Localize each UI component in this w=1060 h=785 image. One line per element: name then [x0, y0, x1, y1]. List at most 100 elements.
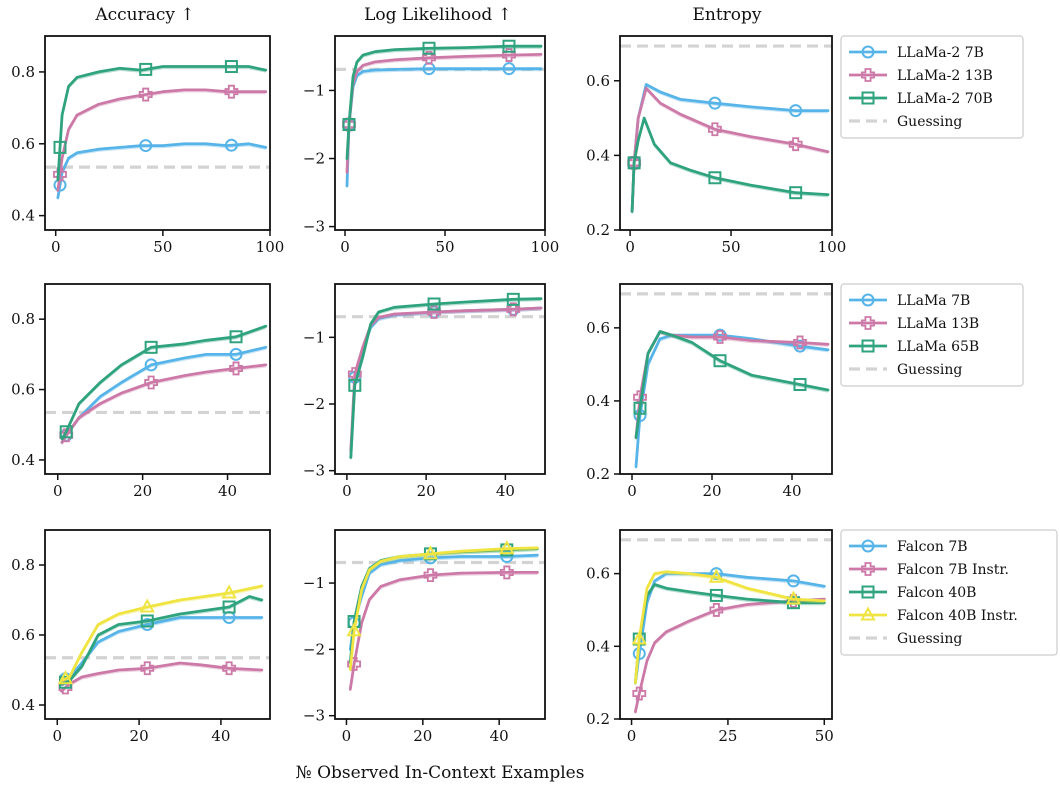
marker-llama-2-70b	[53, 140, 67, 154]
marker-llama-2-13b	[53, 167, 67, 182]
marker-llama-2-70b	[789, 186, 803, 200]
axes-frame	[44, 529, 271, 720]
raw-trace-llama-7b	[350, 309, 542, 460]
legend-entry-falcon-40b-instr: Falcon 40B Instr.	[849, 606, 1018, 624]
marker-llama-2-7b	[502, 62, 516, 76]
legend-marker	[860, 606, 876, 621]
column-title-accuracy: Accuracy ↑	[94, 5, 194, 25]
column-titles: Accuracy ↑ Log Likelihood ↑ Entropy	[94, 5, 762, 25]
legend-row-3: Falcon 7B Falcon 7B Instr. Falcon 40B Falco…	[840, 529, 1058, 656]
marker-falcon-7b-instr	[632, 686, 647, 701]
marker-llama-65b	[348, 378, 362, 392]
y-tick-label: 0.2	[586, 465, 610, 483]
marker-falcon-40b-instr	[57, 670, 74, 685]
series-llama-65b	[59, 324, 268, 442]
marker-llama-13b	[229, 361, 243, 376]
legend-marker	[861, 91, 875, 105]
column-title-log-likelihood: Log Likelihood ↑	[364, 5, 512, 25]
legend-entry-falcon-7b-instr: Falcon 7B Instr.	[849, 562, 1009, 578]
legend-entry-llama-65b: LLaMa 65B	[849, 339, 979, 355]
marker-falcon-40b-instr	[221, 584, 237, 599]
legend-entry-guessing: Guessing	[849, 114, 962, 130]
y-tick-label: 0.6	[11, 135, 35, 153]
y-tick-label: −2	[303, 640, 325, 658]
axes-frame	[334, 35, 546, 231]
marker-falcon-7b-instr	[140, 661, 155, 676]
marker-llama-2-70b	[422, 41, 436, 55]
raw-trace-falcon-7b-instr	[349, 573, 538, 692]
y-tick-label: −3	[303, 218, 325, 236]
marker-falcon-40b	[140, 614, 154, 628]
panel-log-likelihood-row-3: 0 20 40 −3 −2 −1	[303, 529, 546, 745]
raw-trace-llama-7b	[635, 336, 829, 469]
marker-llama-2-7b	[789, 104, 803, 118]
x-tick-label: 50	[722, 238, 741, 256]
y-tick-label: 0.2	[586, 221, 610, 239]
panel-entropy-row-2: 0 20 40 0.2 0.4 0.6	[586, 283, 833, 500]
line-falcon-7b-instr	[60, 661, 264, 693]
marker-falcon-7b-instr	[709, 603, 724, 617]
marker-llama-2-13b	[138, 87, 153, 102]
marker-llama-65b	[59, 425, 73, 439]
marker-falcon-40b-instr	[785, 590, 802, 605]
raw-trace-llama-65b	[635, 332, 829, 440]
marker-llama-2-70b	[627, 156, 641, 170]
line-falcon-7b-instr	[348, 571, 539, 691]
legend-marker	[861, 316, 875, 330]
marker-llama-65b	[793, 377, 807, 391]
y-tick-label: 0.6	[11, 626, 35, 644]
x-tick-label: 40	[496, 482, 515, 500]
line-falcon-7b-instr	[634, 597, 826, 714]
marker-falcon-7b-instr	[499, 565, 514, 580]
x-tick-label: 0	[625, 238, 635, 256]
marker-llama-2-7b	[224, 138, 238, 152]
marker-llama-13b	[713, 330, 727, 344]
legend-entry-llama-13b: LLaMa 13B	[849, 316, 979, 332]
line-falcon-40b	[60, 595, 264, 686]
marker-llama-2-70b	[139, 62, 153, 76]
legend-entry-llama-2-13b: LLaMa-2 13B	[849, 68, 993, 84]
x-tick-label: 40	[490, 727, 509, 745]
raw-trace-llama-2-7b	[57, 145, 266, 200]
legend-box	[840, 35, 1024, 139]
x-tick-label: 20	[417, 482, 436, 500]
y-tick-label: 0.4	[586, 637, 610, 655]
x-tick-label: 0	[627, 482, 637, 500]
line-llama-13b	[349, 306, 543, 453]
legend-label: LLaMa-2 70B	[897, 91, 993, 107]
marker-llama-7b	[793, 339, 807, 353]
legend-label: Guessing	[897, 114, 962, 130]
y-tick-label: 0.4	[586, 146, 610, 164]
marker-llama-2-13b	[707, 122, 722, 137]
series-llama-2-7b	[53, 138, 268, 200]
line-llama-65b	[634, 330, 830, 439]
x-tick-label: 0	[342, 727, 352, 745]
marker-falcon-40b	[222, 600, 236, 614]
marker-llama-2-70b	[224, 60, 238, 74]
legend-label: Falcon 7B	[897, 539, 968, 555]
legend-label: Falcon 7B Instr.	[897, 562, 1009, 578]
legend-box	[840, 283, 1024, 387]
legend-entry-guessing: Guessing	[849, 362, 962, 378]
x-tick-label: 50	[153, 238, 172, 256]
marker-falcon-7b-instr	[222, 661, 236, 676]
x-tick-label: 25	[718, 727, 737, 745]
legend-label: Guessing	[897, 362, 962, 378]
panel-log-likelihood-row-1: 0 50 100 −3 −2 −1	[303, 35, 559, 256]
axes-frame	[44, 35, 271, 231]
y-tick-label: 0.4	[11, 696, 35, 714]
raw-trace-llama-13b	[350, 309, 542, 453]
marker-llama-65b	[633, 401, 647, 415]
line-falcon-40b-instr	[60, 584, 264, 682]
raw-trace-llama-2-13b	[57, 91, 266, 193]
axes-frame	[619, 283, 833, 475]
legend-label: LLaMa 65B	[897, 339, 979, 355]
marker-llama-13b	[144, 375, 159, 390]
marker-falcon-7b	[709, 567, 723, 581]
column-title-entropy: Entropy	[692, 5, 761, 25]
y-tick-label: −3	[303, 462, 325, 480]
legend-label: Falcon 40B Instr.	[897, 608, 1018, 624]
panel-log-likelihood-row-2: 0 20 40 −3 −2 −1	[303, 283, 546, 500]
